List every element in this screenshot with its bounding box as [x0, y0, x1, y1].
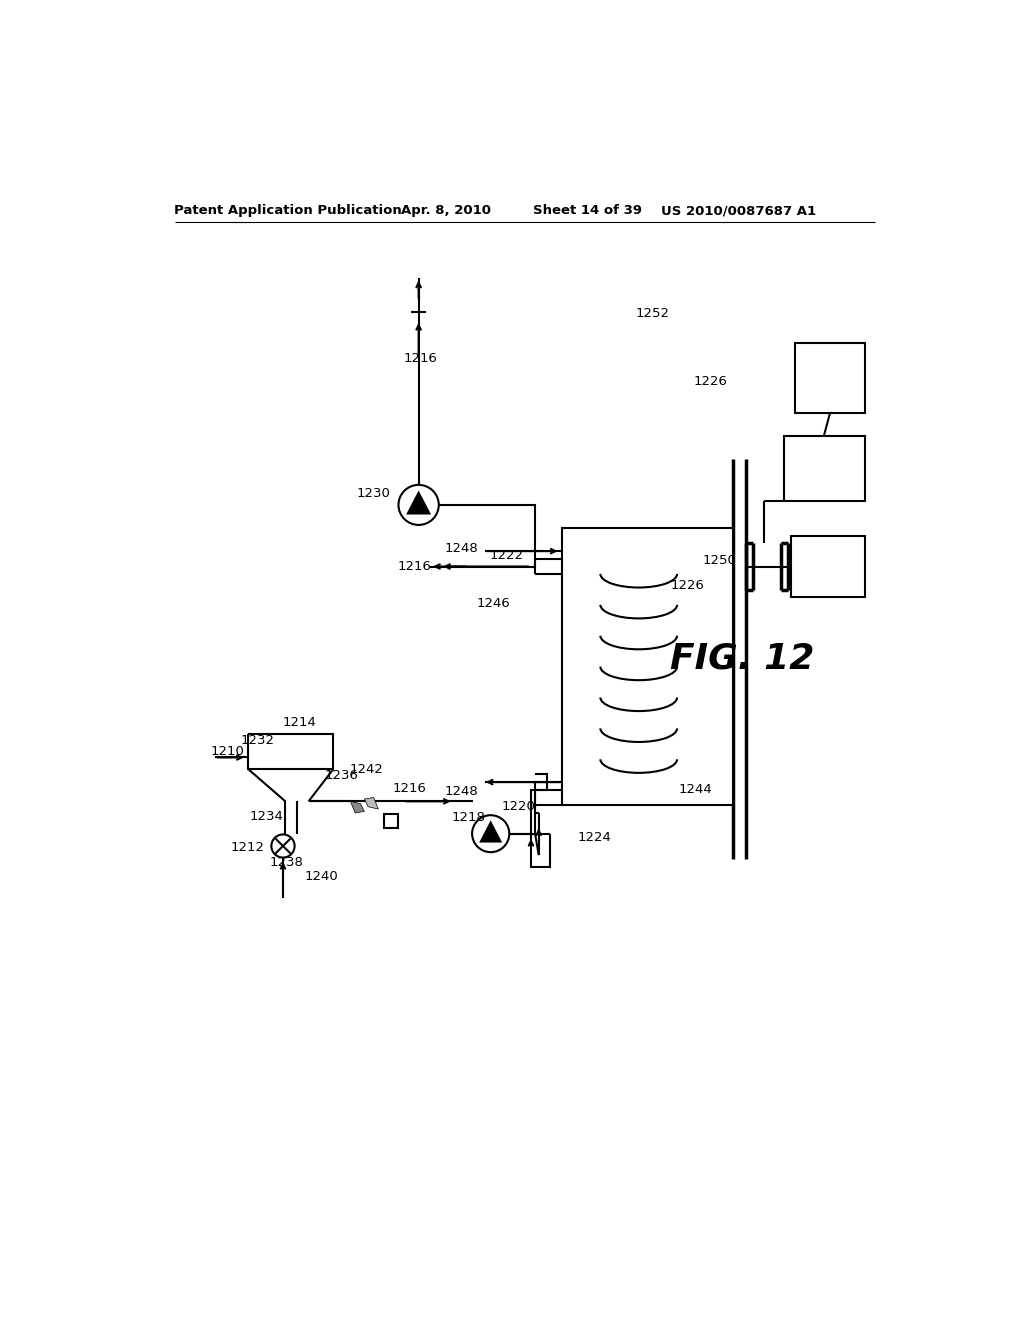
- Text: 1234: 1234: [250, 810, 284, 824]
- Text: 1240: 1240: [305, 870, 339, 883]
- Text: 1226: 1226: [693, 375, 728, 388]
- Bar: [562, 528, 732, 805]
- Text: 1246: 1246: [477, 597, 511, 610]
- Text: US 2010/0087687 A1: US 2010/0087687 A1: [662, 205, 816, 218]
- Text: Sheet 14 of 39: Sheet 14 of 39: [532, 205, 642, 218]
- Text: 1220: 1220: [502, 800, 536, 813]
- Text: 1214: 1214: [283, 715, 316, 729]
- Polygon shape: [350, 801, 365, 813]
- Text: 1212: 1212: [230, 841, 264, 854]
- Text: 1222: 1222: [489, 549, 524, 562]
- Text: 1238: 1238: [270, 855, 304, 869]
- Text: 1216: 1216: [397, 560, 431, 573]
- Text: 1244: 1244: [678, 783, 712, 796]
- Text: 1210: 1210: [210, 744, 244, 758]
- Text: 1224: 1224: [578, 832, 611, 843]
- Bar: [792, 536, 865, 598]
- Bar: [796, 343, 865, 412]
- Text: 1230: 1230: [356, 487, 390, 500]
- Text: 1248: 1248: [444, 785, 478, 797]
- Text: Patent Application Publication: Patent Application Publication: [174, 205, 402, 218]
- Text: 1216: 1216: [393, 781, 427, 795]
- Text: 1236: 1236: [325, 768, 358, 781]
- Text: 1216: 1216: [403, 352, 438, 366]
- Text: 1242: 1242: [349, 763, 384, 776]
- Text: 1232: 1232: [241, 734, 274, 747]
- Circle shape: [472, 816, 509, 853]
- Text: 1226: 1226: [671, 579, 705, 593]
- Circle shape: [398, 484, 438, 525]
- Polygon shape: [407, 491, 431, 515]
- Text: 1252: 1252: [636, 308, 670, 321]
- Text: 1250: 1250: [703, 554, 737, 566]
- Bar: [384, 814, 397, 829]
- Text: 1248: 1248: [444, 543, 478, 556]
- Circle shape: [271, 834, 295, 858]
- Text: 1218: 1218: [452, 810, 485, 824]
- Text: Apr. 8, 2010: Apr. 8, 2010: [400, 205, 490, 218]
- Polygon shape: [479, 821, 502, 842]
- Bar: [783, 436, 865, 502]
- Text: FIG. 12: FIG. 12: [671, 642, 815, 676]
- Polygon shape: [365, 797, 378, 809]
